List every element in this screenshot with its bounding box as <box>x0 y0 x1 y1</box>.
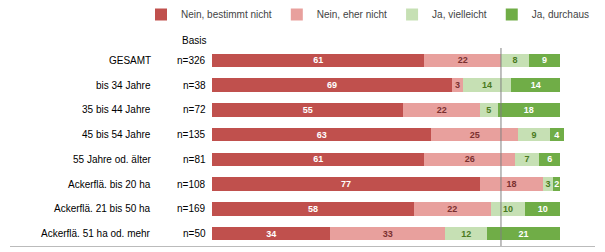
svg-text:n=169: n=169 <box>177 203 206 214</box>
svg-text:Nein, bestimmt nicht: Nein, bestimmt nicht <box>181 9 272 20</box>
svg-text:Ja, vielleicht: Ja, vielleicht <box>432 9 487 20</box>
svg-text:69: 69 <box>327 80 337 90</box>
svg-text:55 Jahre od. älter: 55 Jahre od. älter <box>73 154 151 165</box>
svg-text:18: 18 <box>506 179 516 189</box>
svg-text:33: 33 <box>383 229 393 239</box>
svg-text:14: 14 <box>482 80 492 90</box>
svg-text:Ackerflä. 51 ha od. mehr: Ackerflä. 51 ha od. mehr <box>41 228 151 239</box>
svg-text:61: 61 <box>313 154 323 164</box>
svg-text:22: 22 <box>458 55 468 65</box>
svg-text:n=72: n=72 <box>183 104 206 115</box>
svg-text:25: 25 <box>470 130 480 140</box>
svg-text:n=135: n=135 <box>177 129 206 140</box>
svg-text:bis 34 Jahre: bis 34 Jahre <box>96 80 151 91</box>
svg-text:55: 55 <box>303 105 313 115</box>
svg-text:3: 3 <box>545 179 550 189</box>
svg-text:45 bis 54 Jahre: 45 bis 54 Jahre <box>82 129 151 140</box>
svg-text:n=38: n=38 <box>183 80 206 91</box>
svg-text:18: 18 <box>524 105 534 115</box>
svg-text:Basis: Basis <box>182 35 206 46</box>
svg-text:4: 4 <box>554 130 559 140</box>
svg-text:Ja, durchaus: Ja, durchaus <box>532 9 589 20</box>
svg-text:n=108: n=108 <box>177 179 206 190</box>
svg-text:9: 9 <box>542 55 547 65</box>
svg-text:5: 5 <box>486 105 491 115</box>
svg-text:n=326: n=326 <box>177 55 206 66</box>
svg-text:35 bis 44 Jahre: 35 bis 44 Jahre <box>82 104 151 115</box>
svg-text:26: 26 <box>465 154 475 164</box>
svg-text:12: 12 <box>461 229 471 239</box>
svg-text:8: 8 <box>512 55 517 65</box>
svg-text:14: 14 <box>531 80 541 90</box>
svg-text:22: 22 <box>447 204 457 214</box>
svg-text:n=81: n=81 <box>183 154 206 165</box>
svg-text:34: 34 <box>266 229 276 239</box>
svg-text:Ackerflä. 21 bis 50 ha: Ackerflä. 21 bis 50 ha <box>54 203 151 214</box>
svg-text:58: 58 <box>308 204 318 214</box>
svg-text:10: 10 <box>538 204 548 214</box>
svg-text:Nein, eher nicht: Nein, eher nicht <box>317 9 387 20</box>
svg-text:63: 63 <box>317 130 327 140</box>
svg-text:6: 6 <box>547 154 552 164</box>
svg-text:9: 9 <box>532 130 537 140</box>
svg-text:Ackerflä. bis 20 ha: Ackerflä. bis 20 ha <box>68 179 151 190</box>
svg-text:GESAMT: GESAMT <box>109 55 151 66</box>
svg-text:2: 2 <box>554 179 559 189</box>
svg-text:61: 61 <box>313 55 323 65</box>
svg-text:10: 10 <box>503 204 513 214</box>
svg-text:21: 21 <box>519 229 529 239</box>
svg-text:3: 3 <box>455 80 460 90</box>
svg-text:77: 77 <box>341 179 351 189</box>
svg-text:n=50: n=50 <box>183 228 206 239</box>
svg-text:22: 22 <box>437 105 447 115</box>
svg-text:7: 7 <box>525 154 530 164</box>
